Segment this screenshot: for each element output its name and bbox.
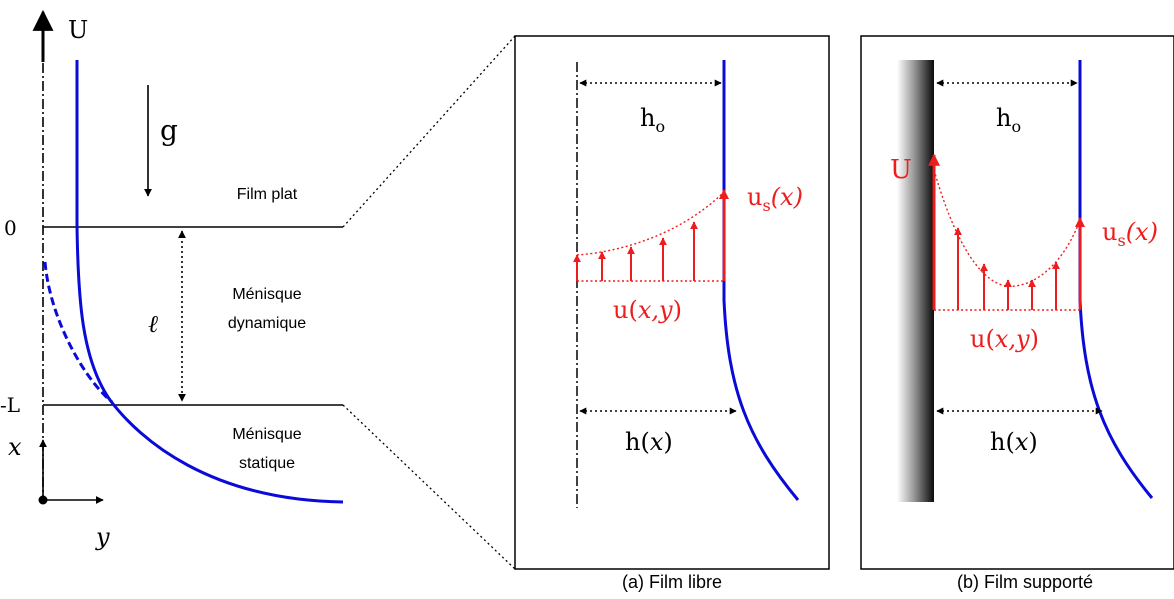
film-profile	[75, 60, 344, 504]
minus-L-label: -L	[0, 393, 20, 417]
panel-a-frame	[514, 35, 830, 570]
panel-a-hx-label: h(x)	[625, 428, 673, 456]
y-axis-label: y	[95, 523, 110, 551]
panel-a-us-label: us(x)	[747, 183, 803, 215]
left-schematic: U g 0 -L ℓ Film plat Ménisque dynamique …	[0, 9, 344, 551]
menisque-stat-line2: statique	[239, 455, 295, 472]
support-wall	[897, 60, 934, 502]
panel-b-caption: (b) Film supporté	[957, 572, 1093, 592]
axis-top-label: U	[68, 16, 88, 44]
panel-b-profile-curve	[933, 169, 1081, 288]
zoom-line-top	[342, 35, 516, 228]
panel-b-film	[1078, 60, 1154, 499]
panel-b-h0-label: ho	[996, 104, 1021, 136]
panel-b-hx-label: h(x)	[990, 428, 1038, 456]
panel-film-supporte: ho U us(x) u(x,y) h(x) (b) Film supporté	[860, 35, 1174, 592]
menisque-dyn-line1: Ménisque	[232, 286, 301, 303]
panel-a-film	[722, 60, 800, 501]
x-axis-label: x	[8, 433, 22, 461]
panel-a-h0-label: ho	[640, 104, 665, 136]
zoom-line-bottom	[342, 404, 516, 570]
panel-a-arrows	[573, 189, 729, 281]
static-meniscus-dashed	[43, 261, 113, 404]
panel-b-us-label: us(x)	[1102, 218, 1158, 250]
zero-label: 0	[4, 216, 17, 240]
menisque-stat-line1: Ménisque	[232, 426, 301, 443]
panel-b-frame	[860, 35, 1174, 570]
panel-b-u-label: u(x,y)	[970, 325, 1039, 353]
ell-label: ℓ	[148, 310, 158, 338]
menisque-dyn-line2: dynamique	[228, 315, 306, 332]
panel-b-arrows	[928, 153, 1085, 310]
panel-a-u-label: u(x,y)	[613, 296, 682, 324]
film-plat-label: Film plat	[237, 186, 298, 203]
panel-film-libre: ho us(x) u(x,y) h(x) (a) Film libre	[514, 35, 830, 592]
panel-a-profile-curve	[576, 191, 725, 256]
panel-a-caption: (a) Film libre	[622, 572, 722, 592]
panel-b-U-label: U	[890, 155, 912, 185]
gravity-label: g	[160, 114, 178, 147]
